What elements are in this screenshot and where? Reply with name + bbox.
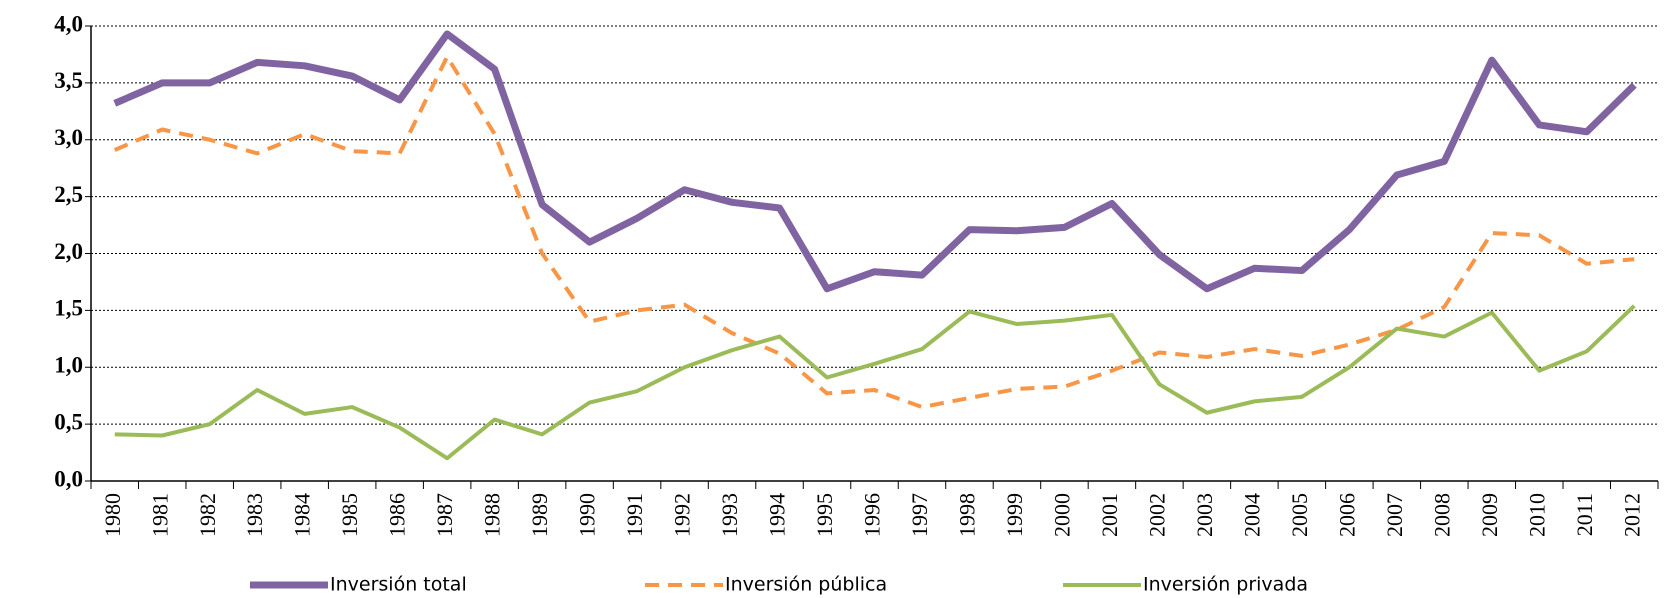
x-tick-label: 1994 bbox=[765, 493, 790, 537]
x-tick-label: 2007 bbox=[1382, 493, 1407, 537]
y-tick-label: 0,0 bbox=[54, 466, 83, 491]
x-tick-label: 2003 bbox=[1192, 493, 1217, 537]
legend-label: Inversión pública bbox=[725, 574, 887, 596]
x-tick-label: 2001 bbox=[1097, 493, 1122, 537]
x-tick-label: 1996 bbox=[860, 493, 885, 537]
x-tick-label: 1983 bbox=[242, 493, 267, 537]
series-line bbox=[113, 30, 1637, 293]
legend-label: Inversión privada bbox=[1143, 574, 1308, 596]
x-tick-label: 1990 bbox=[575, 493, 600, 537]
x-tick-label: 2002 bbox=[1144, 493, 1169, 537]
x-tick-label: 2000 bbox=[1049, 493, 1074, 537]
x-tick-label: 1989 bbox=[527, 493, 552, 537]
x-tick-label: 2008 bbox=[1429, 493, 1454, 537]
x-tick-label: 1992 bbox=[670, 493, 695, 537]
x-tick-label: 2006 bbox=[1334, 493, 1359, 537]
series-line bbox=[113, 54, 1635, 410]
x-tick-label: 1999 bbox=[1002, 493, 1027, 537]
y-tick-label: 0,5 bbox=[54, 409, 83, 434]
x-tick-label: 2011 bbox=[1572, 493, 1597, 536]
x-tick-label: 2009 bbox=[1477, 493, 1502, 537]
legend-label: Inversión total bbox=[330, 574, 467, 596]
y-tick-label: 2,5 bbox=[54, 182, 83, 207]
x-tick-label: 1997 bbox=[907, 493, 932, 537]
y-tick-label: 1,0 bbox=[54, 353, 83, 378]
series-line bbox=[114, 304, 1636, 461]
x-tick-label: 1987 bbox=[432, 493, 457, 537]
x-tick-label: 1981 bbox=[147, 493, 172, 537]
x-tick-label: 2012 bbox=[1619, 493, 1644, 537]
y-tick-label: 4,0 bbox=[54, 11, 83, 36]
x-tick-label: 1991 bbox=[622, 493, 647, 537]
y-tick-label: 3,0 bbox=[54, 125, 83, 150]
x-tick-label: 1995 bbox=[812, 493, 837, 537]
x-tick-label: 1986 bbox=[385, 493, 410, 537]
x-tick-label: 1982 bbox=[195, 493, 220, 537]
x-tick-label: 1988 bbox=[480, 493, 505, 537]
x-tick-label: 2004 bbox=[1239, 493, 1264, 537]
x-tick-label: 2010 bbox=[1524, 493, 1549, 537]
x-tick-label: 1984 bbox=[290, 493, 315, 537]
x-tick-label: 1980 bbox=[100, 493, 125, 537]
x-tick-label: 1985 bbox=[337, 493, 362, 537]
y-tick-label: 2,0 bbox=[54, 239, 83, 264]
y-tick-label: 1,5 bbox=[54, 296, 83, 321]
x-tick-label: 1993 bbox=[717, 493, 742, 537]
x-tick-label: 1998 bbox=[955, 493, 980, 537]
x-tick-label: 2005 bbox=[1287, 493, 1312, 537]
y-tick-label: 3,5 bbox=[54, 68, 83, 93]
